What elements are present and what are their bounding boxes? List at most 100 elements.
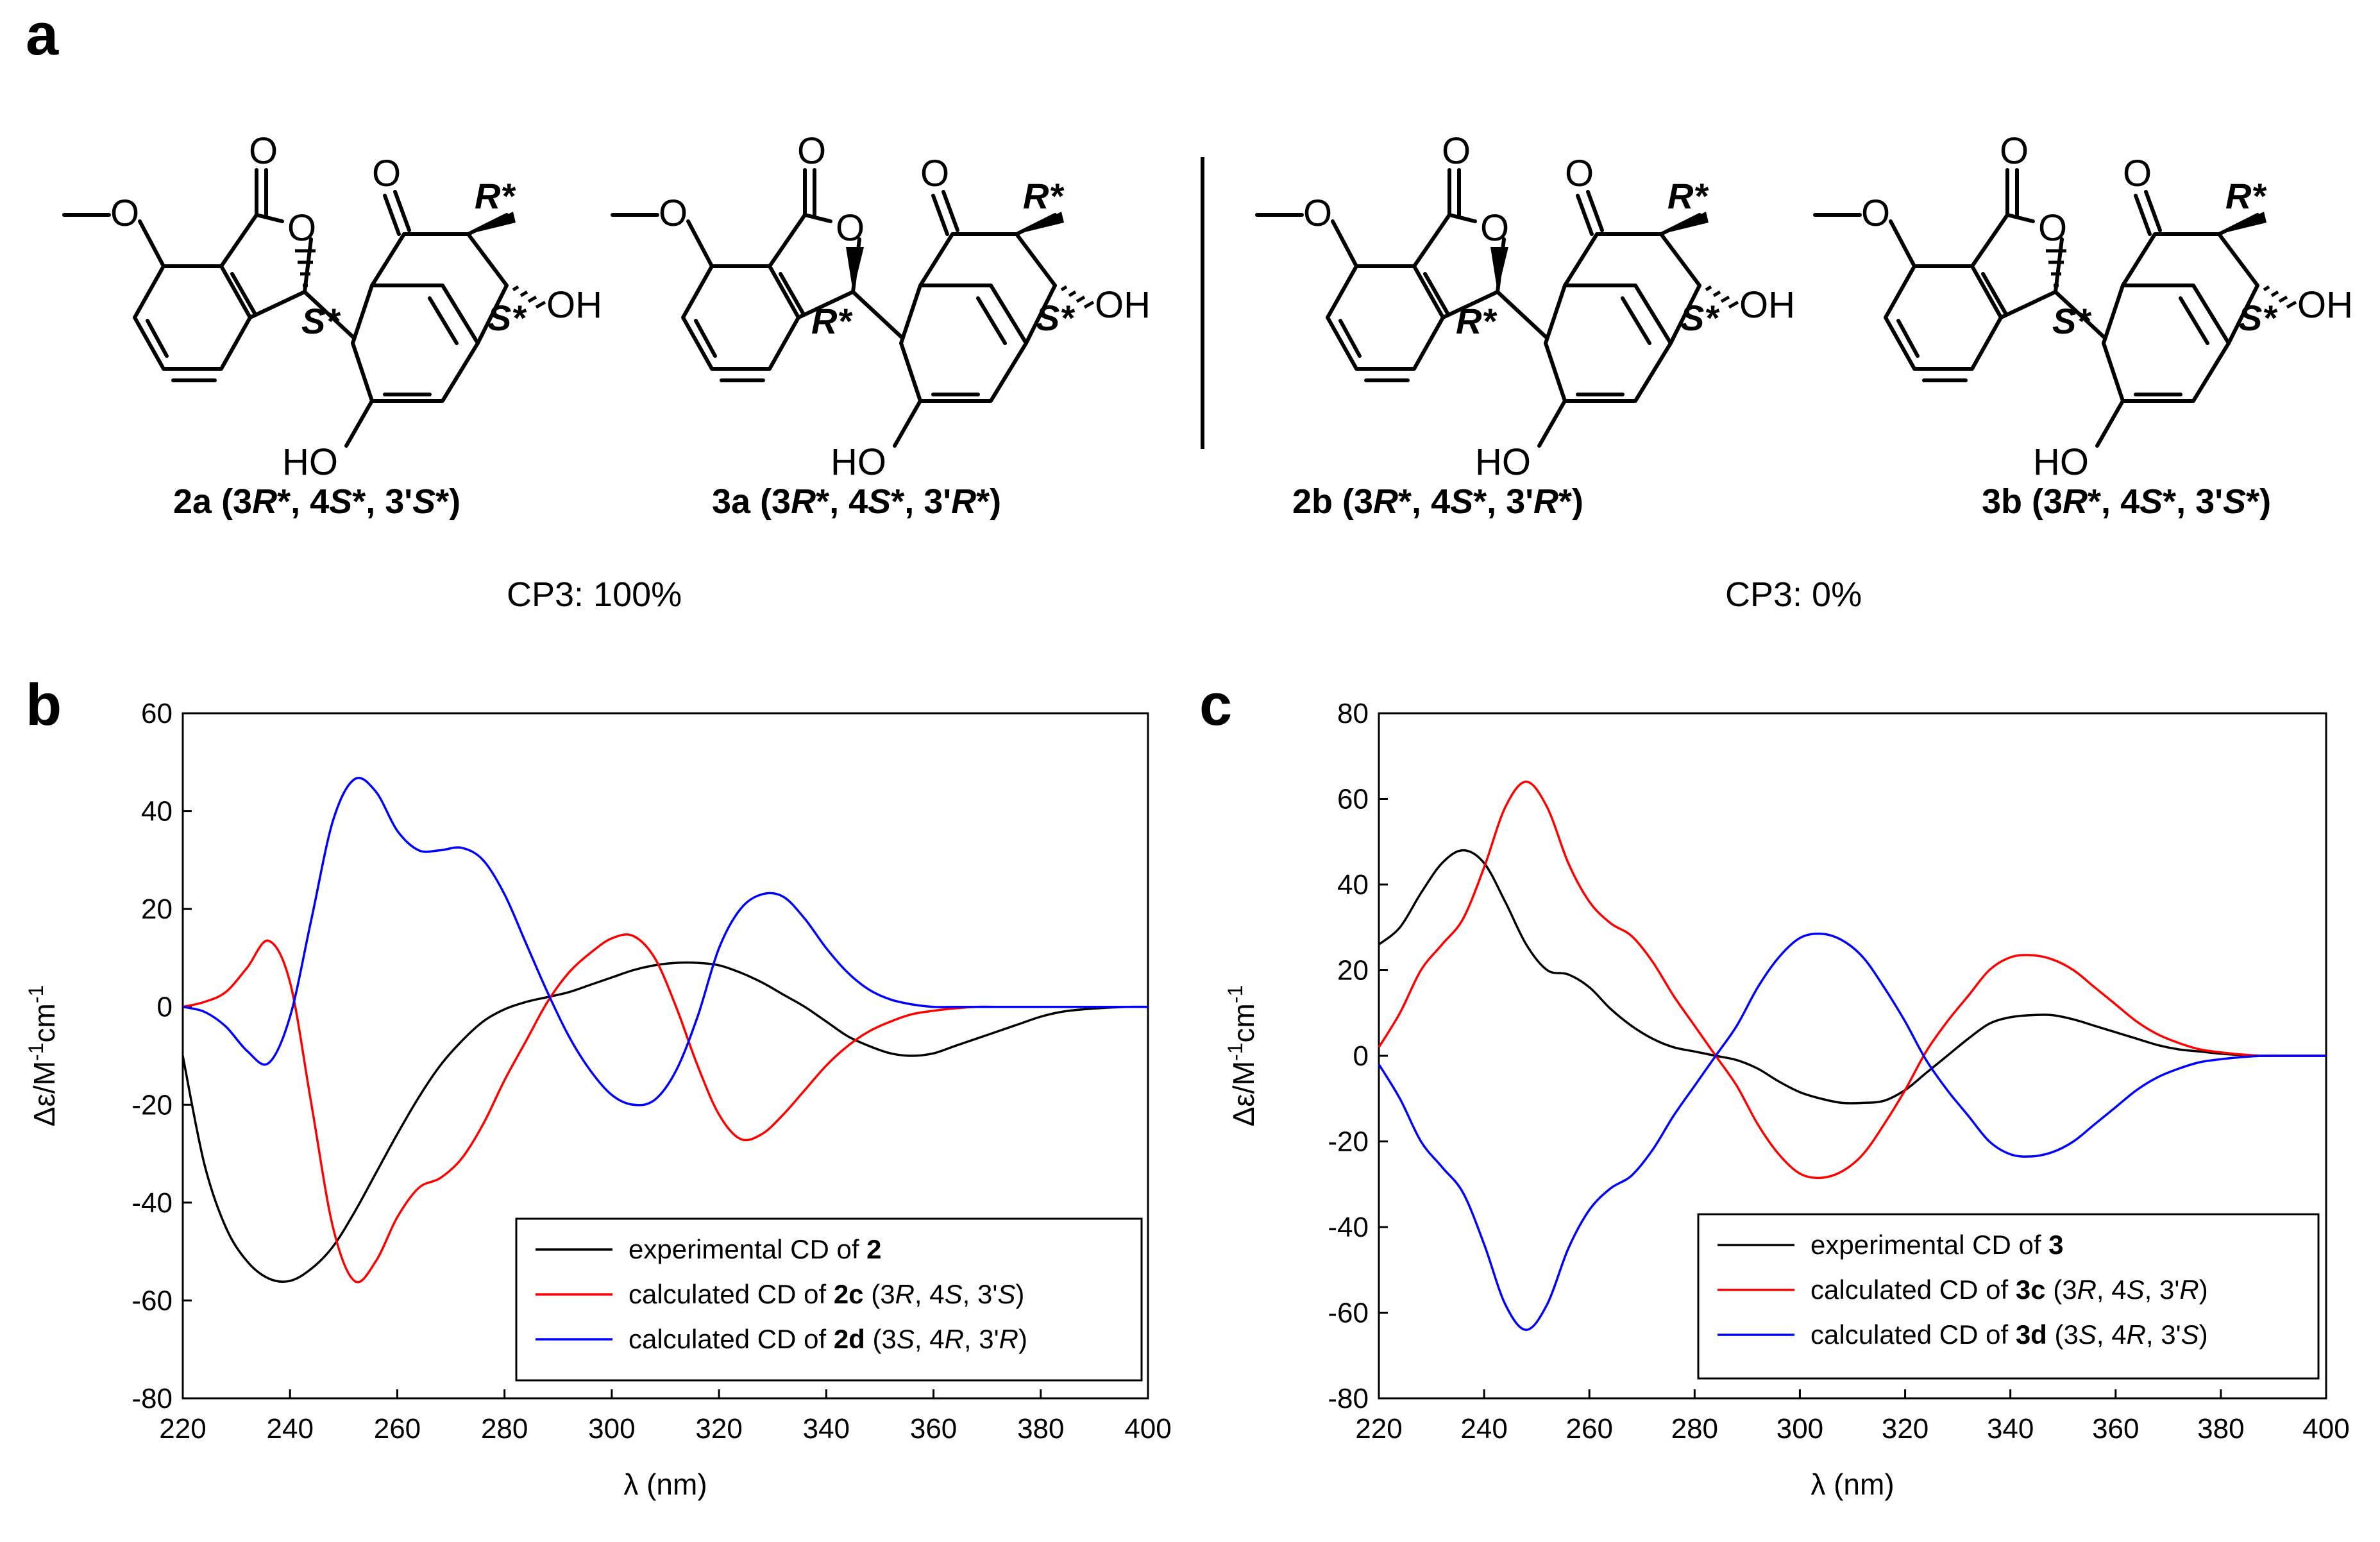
legend-label-1: calculated CD of 2c (3R, 4S, 3'S) bbox=[629, 1279, 1024, 1309]
y-tick-label: -60 bbox=[131, 1285, 173, 1316]
x-tick-label: 240 bbox=[267, 1413, 314, 1445]
stereo-3: R* bbox=[1023, 176, 1064, 216]
y-tick-label: 60 bbox=[141, 698, 173, 729]
stereo-4: S* bbox=[2238, 298, 2277, 338]
x-axis-title: λ (nm) bbox=[623, 1468, 707, 1501]
structure-2a: O O O O OH HO S* S* R* bbox=[64, 130, 602, 483]
series-line-2 bbox=[1378, 932, 2326, 1331]
stereo-3prime: S* bbox=[2052, 301, 2091, 341]
y-tick-label: 20 bbox=[1337, 955, 1369, 987]
caption-3b: 3b (3R*, 4S*, 3'S*) bbox=[1982, 482, 2271, 521]
y-axis-title: Δε/M-1cm-1 bbox=[1224, 985, 1260, 1127]
x-axis-title: λ (nm) bbox=[1810, 1468, 1894, 1501]
y-tick-label: 0 bbox=[157, 992, 173, 1023]
phenol-label: HO bbox=[2033, 441, 2089, 483]
caption-2a: 2a (3R*, 4S*, 3'S*) bbox=[173, 482, 460, 521]
cp3-right: CP3: 0% bbox=[1725, 575, 1862, 614]
panel-label-c: c bbox=[1199, 672, 1232, 738]
x-tick-label: 220 bbox=[159, 1413, 206, 1445]
structure-2b: O O O O OH HO R* S* R* bbox=[1257, 130, 1795, 483]
y-tick-label: 80 bbox=[1337, 698, 1369, 729]
stereo-3: R* bbox=[475, 176, 516, 216]
panel-label-a: a bbox=[26, 2, 59, 67]
y-tick-label: -40 bbox=[1328, 1212, 1369, 1243]
x-tick-label: 220 bbox=[1355, 1413, 1402, 1445]
panel-label-b: b bbox=[26, 672, 62, 738]
x-tick-label: 340 bbox=[1987, 1413, 2034, 1445]
legend-label-1: calculated CD of 3c (3R, 4S, 3'R) bbox=[1810, 1275, 2208, 1305]
y-tick-label: -20 bbox=[1328, 1126, 1369, 1158]
hydroxyl-label: OH bbox=[1095, 284, 1151, 326]
legend-label-0: experimental CD of 2 bbox=[629, 1234, 882, 1264]
stereo-4: S* bbox=[1680, 298, 1719, 338]
ring-oxygen: O bbox=[2038, 207, 2067, 249]
lactone-carbonyl-oxygen: O bbox=[2000, 130, 2029, 172]
x-tick-label: 320 bbox=[1882, 1413, 1928, 1445]
legend: experimental CD of 2 calculated CD of 2c … bbox=[515, 1217, 1143, 1382]
methoxy-oxygen: O bbox=[1861, 192, 1890, 234]
hydroxyl-label: OH bbox=[2297, 284, 2353, 326]
ketone-oxygen: O bbox=[372, 153, 401, 194]
lactone-carbonyl-oxygen: O bbox=[797, 130, 826, 172]
y-tick-label: -60 bbox=[1328, 1298, 1369, 1329]
x-tick-label: 320 bbox=[695, 1413, 742, 1445]
x-tick-label: 400 bbox=[1124, 1413, 1171, 1445]
series-line-2 bbox=[182, 777, 1148, 1106]
y-tick-label: 40 bbox=[1337, 869, 1369, 901]
ring-oxygen: O bbox=[287, 207, 316, 249]
stereo-3prime: S* bbox=[301, 301, 341, 341]
y-tick-label: 0 bbox=[1353, 1040, 1369, 1072]
x-tick-label: 300 bbox=[1777, 1413, 1823, 1445]
legend: experimental CD of 3 calculated CD of 3c … bbox=[1697, 1213, 2320, 1380]
legend-label-0: experimental CD of 3 bbox=[1810, 1230, 2064, 1260]
x-tick-label: 340 bbox=[803, 1413, 850, 1445]
lactone-carbonyl-oxygen: O bbox=[1442, 130, 1471, 172]
y-tick-label: 60 bbox=[1337, 784, 1369, 815]
methoxy-oxygen: O bbox=[110, 192, 139, 234]
caption-3a: 3a (3R*, 4S*, 3'R*) bbox=[712, 482, 1001, 521]
legend-box bbox=[1697, 1213, 2320, 1380]
phenol-label: HO bbox=[282, 441, 338, 483]
x-tick-label: 360 bbox=[910, 1413, 957, 1445]
y-tick-label: 40 bbox=[141, 796, 173, 827]
y-tick-label: -80 bbox=[131, 1383, 173, 1414]
y-tick-label: 20 bbox=[141, 894, 173, 925]
ring-oxygen: O bbox=[836, 207, 865, 249]
stereo-4: S* bbox=[1036, 298, 1075, 338]
stereo-3: R* bbox=[1667, 176, 1709, 216]
lactone-carbonyl-oxygen: O bbox=[249, 130, 278, 172]
ketone-oxygen: O bbox=[2123, 153, 2152, 194]
y-axis-title: Δε/M-1cm-1 bbox=[24, 985, 61, 1127]
x-tick-label: 280 bbox=[481, 1413, 528, 1445]
series-line-1 bbox=[1378, 781, 2326, 1180]
methoxy-oxygen: O bbox=[1303, 192, 1332, 234]
legend-box bbox=[515, 1217, 1143, 1382]
y-tick-label: -20 bbox=[131, 1089, 173, 1121]
legend-label-2: calculated CD of 3d (3S, 4R, 3'S) bbox=[1810, 1319, 2208, 1350]
phenol-label: HO bbox=[831, 441, 886, 483]
series-line-0 bbox=[1378, 849, 2326, 1105]
hydroxyl-label: OH bbox=[546, 284, 602, 326]
stereo-3prime: R* bbox=[1456, 301, 1497, 341]
methoxy-oxygen: O bbox=[659, 192, 688, 234]
stereo-4: S* bbox=[487, 298, 527, 338]
series-line-0 bbox=[181, 961, 1149, 1283]
x-tick-label: 280 bbox=[1671, 1413, 1718, 1445]
y-tick-label: -40 bbox=[131, 1187, 173, 1219]
legend-label-2: calculated CD of 2d (3S, 4R, 3'R) bbox=[629, 1324, 1027, 1354]
phenol-label: HO bbox=[1475, 441, 1531, 483]
cp3-left: CP3: 100% bbox=[507, 575, 682, 614]
chart-panel-c: 220 240 260 280 300 320 340 360 380 400-80-60-40-… bbox=[1224, 698, 2350, 1501]
ketone-oxygen: O bbox=[1565, 153, 1594, 194]
x-tick-label: 380 bbox=[2197, 1413, 2244, 1445]
ketone-oxygen: O bbox=[920, 153, 949, 194]
stereo-3: R* bbox=[2225, 176, 2266, 216]
structure-3a: O O O O OH HO R* S* R* bbox=[612, 130, 1151, 483]
x-tick-label: 360 bbox=[2092, 1413, 2139, 1445]
x-tick-label: 300 bbox=[588, 1413, 635, 1445]
hydroxyl-label: OH bbox=[1739, 284, 1795, 326]
structure-3b: O O O O OH HO S* S* R* bbox=[1815, 130, 2353, 483]
x-tick-label: 260 bbox=[374, 1413, 421, 1445]
x-tick-label: 240 bbox=[1460, 1413, 1507, 1445]
x-tick-label: 380 bbox=[1017, 1413, 1064, 1445]
